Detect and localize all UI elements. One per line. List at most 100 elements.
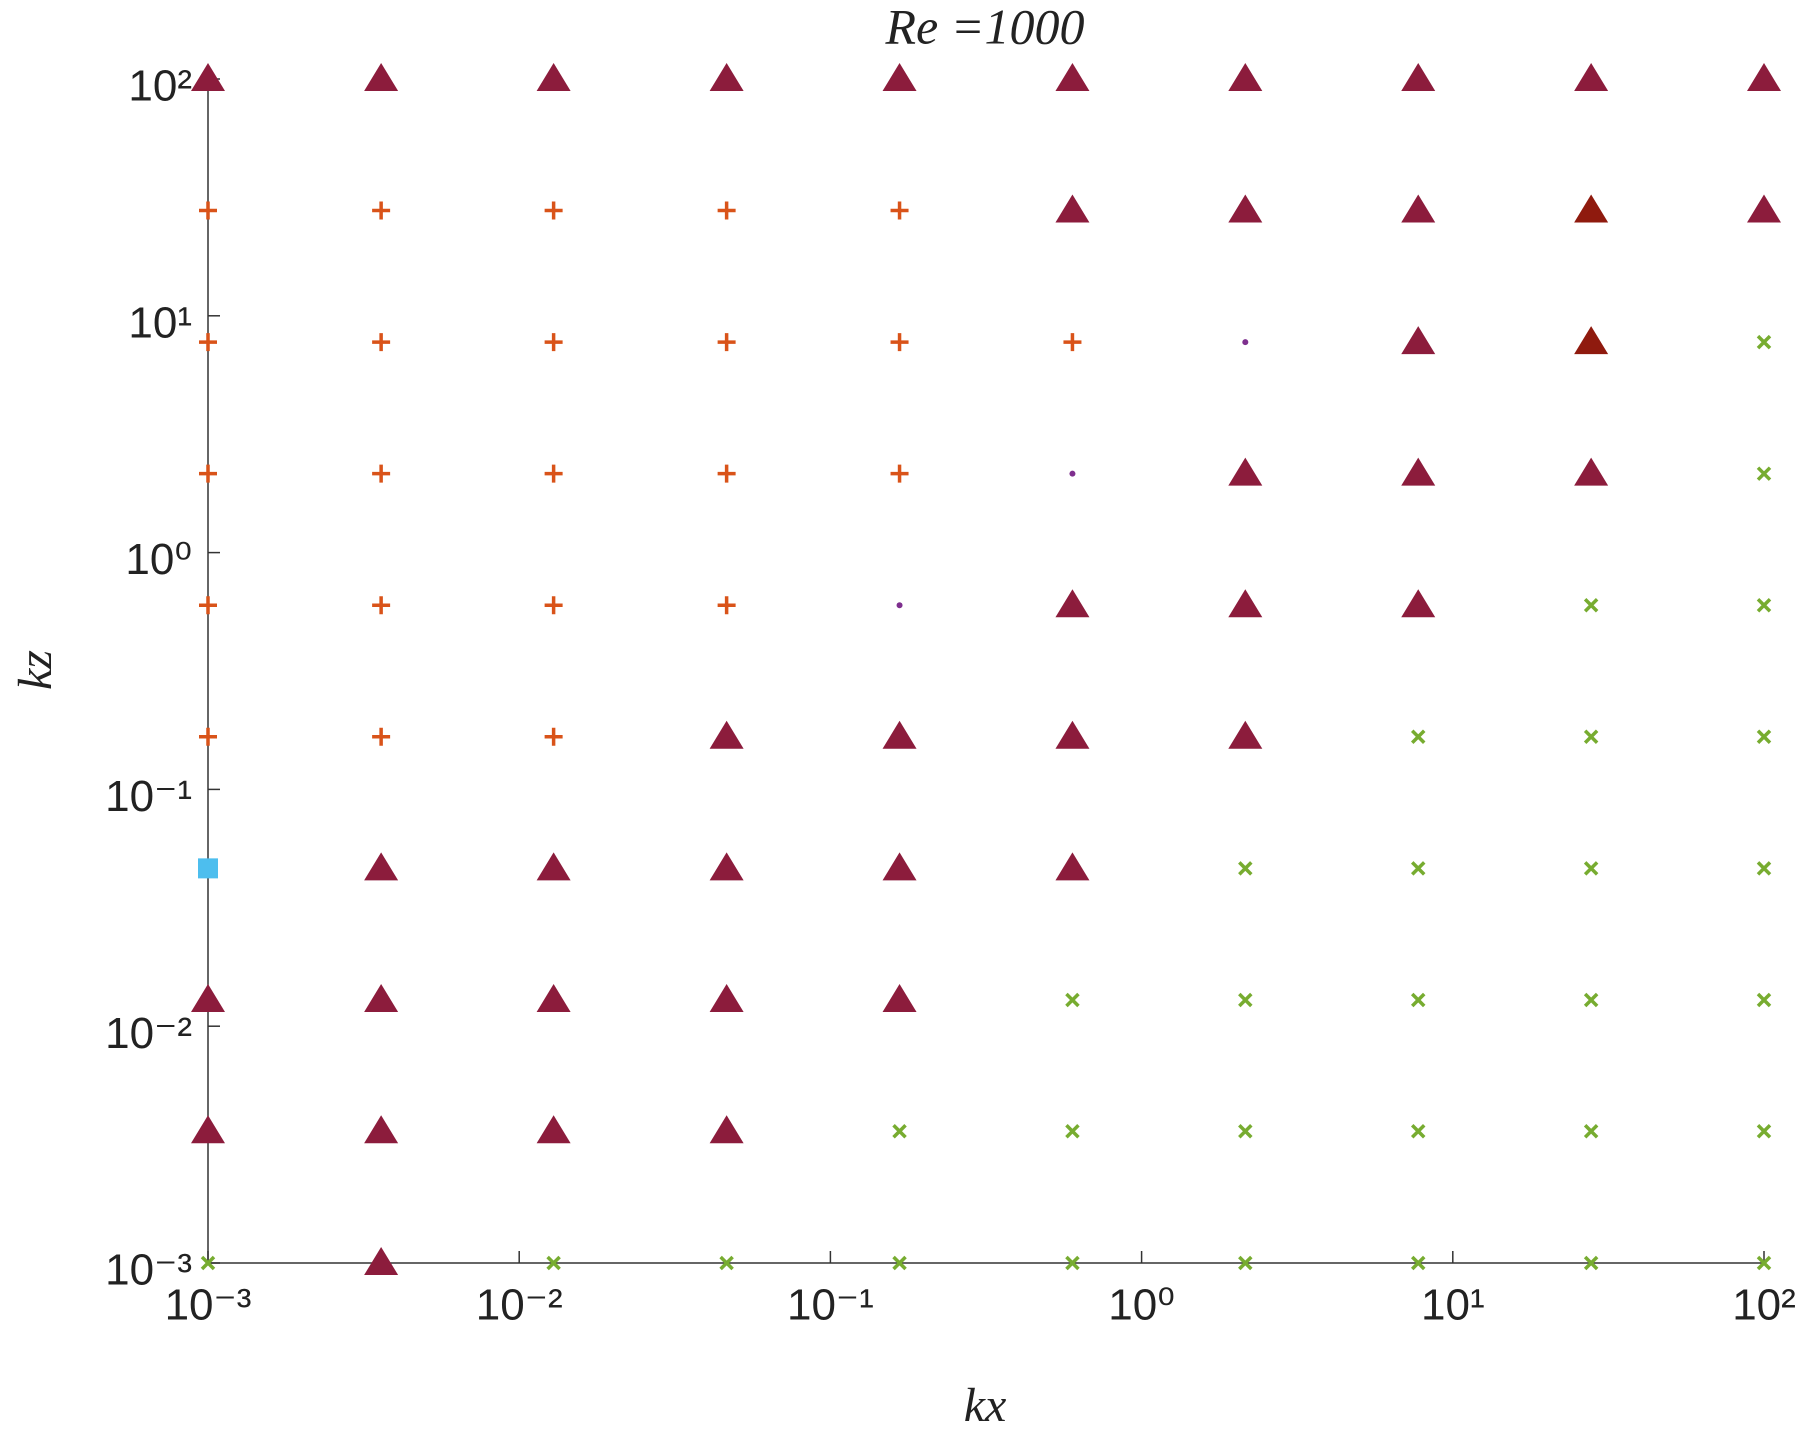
triangle-marker [709,63,744,91]
triangle-marker [1747,194,1781,223]
triangle-marker [1574,63,1609,91]
triangle-marker [1574,326,1609,355]
x-tick-label: 10⁻¹ [787,1281,874,1330]
x-tick-label: 10⁻² [476,1281,563,1330]
cross-marker [1065,1124,1080,1139]
plus-marker [544,596,563,615]
triangle-marker [364,63,399,91]
plus-marker [890,333,909,352]
plus-marker [544,727,563,746]
triangle-marker [882,720,917,749]
cross-marker [1756,861,1772,876]
cross-marker [1583,992,1599,1008]
dot-marker [896,602,903,609]
triangle-marker [1401,194,1436,223]
plus-marker [717,333,736,352]
plus-marker [544,201,563,220]
cross-marker [1756,1255,1772,1271]
y-tick-label: 10⁻³ [105,1246,192,1295]
triangle-marker [1228,720,1263,749]
triangle-marker [364,1247,399,1275]
y-tick-label: 10² [128,62,192,111]
triangle-marker [1055,63,1090,91]
triangle-marker [709,852,744,881]
plus-marker [199,596,217,615]
triangle-marker [709,984,744,1013]
plus-marker [372,727,391,746]
square-marker [198,858,218,879]
triangle-marker [536,1115,571,1144]
cross-marker [1756,729,1772,745]
triangle-marker [709,720,744,749]
plus-marker [199,201,217,220]
triangle-marker [191,984,225,1013]
y-tick-label: 10¹ [128,298,192,347]
triangle-marker [191,63,225,91]
triangle-marker [1228,457,1263,486]
triangle-marker [1401,589,1436,618]
cross-marker [1583,1124,1599,1139]
cross-marker [1410,1255,1426,1271]
cross-marker [892,1255,907,1271]
triangle-marker [1401,457,1436,486]
cross-marker [1065,992,1080,1008]
x-axis-label: kx [964,1379,1007,1432]
cross-marker [1410,861,1426,876]
cross-marker [546,1255,561,1271]
plus-marker [717,464,736,483]
triangle-marker [191,1115,225,1144]
triangle-marker [882,852,917,881]
y-tick-label: 10⁻² [105,1009,192,1058]
plus-marker [372,464,391,483]
cross-marker [1238,861,1253,876]
triangle-marker [882,63,917,91]
plus-marker [199,333,217,352]
triangle-marker [1747,63,1781,91]
cross-marker [1065,1255,1080,1271]
triangle-marker [709,1115,744,1144]
cross-marker [1756,992,1772,1008]
triangle-marker [536,63,571,91]
cross-marker [1238,1255,1253,1271]
cross-marker [892,1124,907,1139]
plus-marker [717,596,736,615]
cross-marker [1756,466,1772,481]
plus-marker [372,596,391,615]
x-tick-label: 10² [1732,1281,1796,1330]
y-tick-label: 10⁰ [125,535,192,584]
y-tick-label: 10⁻¹ [105,772,192,821]
cross-marker [200,1255,216,1271]
cross-marker [1583,1255,1599,1271]
cross-marker [1238,1124,1253,1139]
triangle-marker [1401,63,1436,91]
plus-marker [890,464,909,483]
cross-marker [1583,597,1599,613]
cross-marker [1756,1124,1772,1139]
dot-marker [1069,470,1076,477]
x-tick-label: 10⁻³ [165,1281,252,1330]
triangle-marker [536,852,571,881]
cross-marker [1410,1124,1426,1139]
chart-title: Re =1000 [885,0,1085,54]
triangle-marker [1055,852,1090,881]
triangle-marker [536,984,571,1013]
triangle-marker [1055,589,1090,618]
x-tick-label: 10⁰ [1108,1281,1175,1330]
cross-marker [719,1255,734,1271]
cross-marker [1238,992,1253,1008]
triangle-marker [1055,194,1090,223]
plus-marker [544,464,563,483]
triangle-marker [882,984,917,1013]
plus-marker [199,727,217,746]
plus-marker [372,333,391,352]
cross-marker [1756,334,1772,350]
plus-marker [544,333,563,352]
triangle-marker [1228,63,1263,91]
triangle-marker [1228,194,1263,223]
cross-marker [1756,597,1772,613]
plus-marker [890,201,909,220]
triangle-marker [364,984,399,1013]
cross-marker [1583,861,1599,876]
